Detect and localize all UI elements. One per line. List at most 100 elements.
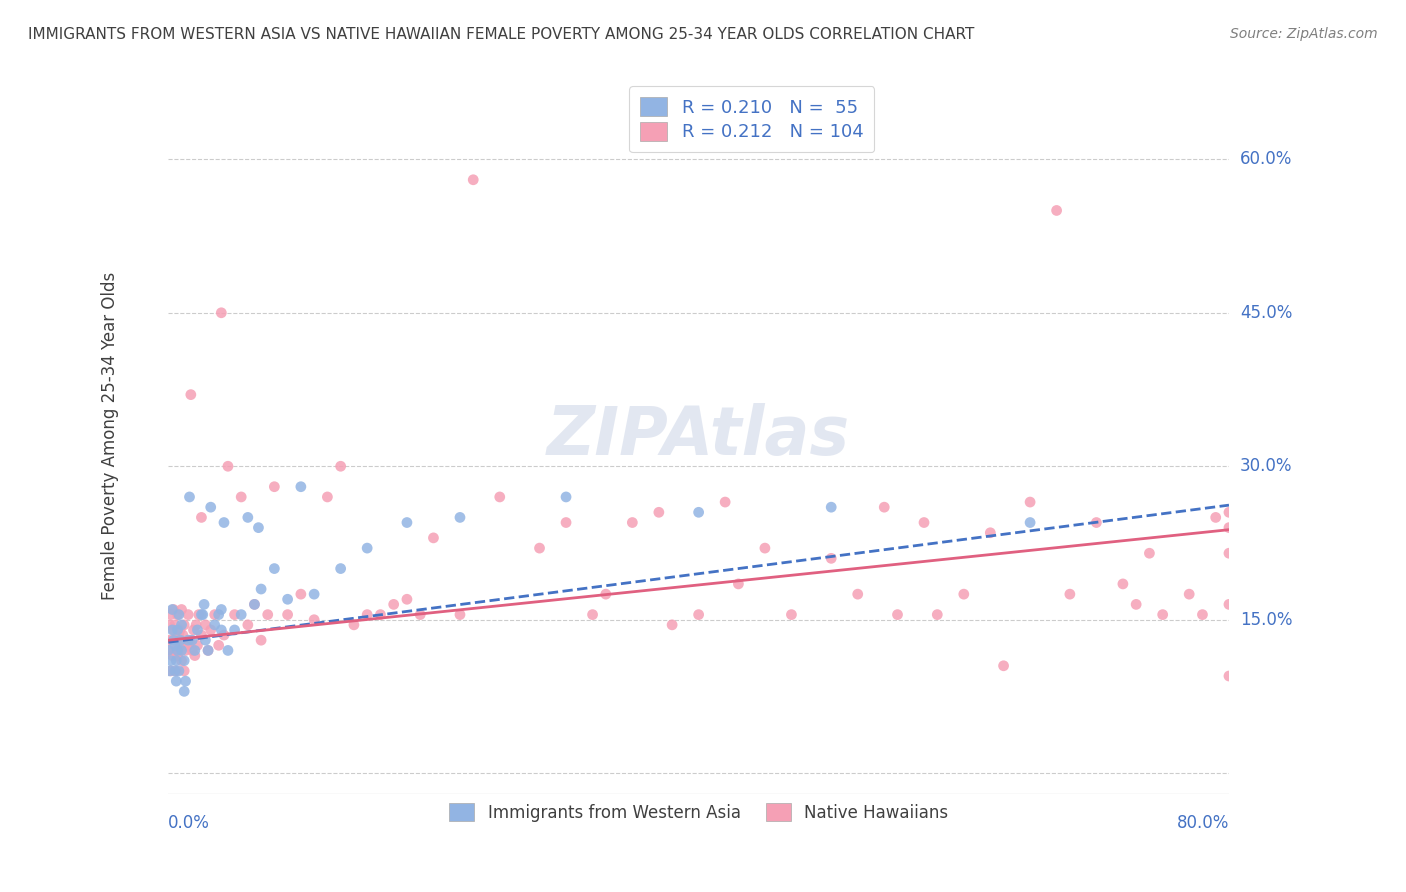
Point xyxy=(162,602,184,616)
Point xyxy=(177,607,200,622)
Point xyxy=(208,638,231,652)
Point xyxy=(243,598,266,612)
Point xyxy=(688,505,710,519)
Point xyxy=(952,587,974,601)
Point xyxy=(193,598,215,612)
Point xyxy=(169,623,191,637)
Point xyxy=(159,643,181,657)
Point xyxy=(217,459,239,474)
Point xyxy=(529,541,551,555)
Text: Female Poverty Among 25-34 Year Olds: Female Poverty Among 25-34 Year Olds xyxy=(101,271,120,599)
Point xyxy=(1019,495,1042,509)
Point xyxy=(1191,607,1213,622)
Point xyxy=(1085,516,1108,530)
Point xyxy=(395,516,418,530)
Text: ZIPAtlas: ZIPAtlas xyxy=(547,402,851,468)
Point xyxy=(204,607,226,622)
Point xyxy=(873,500,896,515)
Point xyxy=(1218,521,1240,535)
Point xyxy=(157,633,180,648)
Point xyxy=(247,521,270,535)
Point xyxy=(190,607,212,622)
Point xyxy=(256,607,278,622)
Point xyxy=(370,607,392,622)
Point xyxy=(209,306,232,320)
Point xyxy=(186,638,208,652)
Point xyxy=(194,618,217,632)
Point xyxy=(212,516,235,530)
Point xyxy=(177,638,200,652)
Point xyxy=(162,648,184,663)
Text: IMMIGRANTS FROM WESTERN ASIA VS NATIVE HAWAIIAN FEMALE POVERTY AMONG 25-34 YEAR : IMMIGRANTS FROM WESTERN ASIA VS NATIVE H… xyxy=(28,27,974,42)
Point xyxy=(170,654,193,668)
Point xyxy=(1019,516,1042,530)
Point xyxy=(449,510,471,524)
Point xyxy=(179,633,201,648)
Point xyxy=(886,607,908,622)
Point xyxy=(661,618,683,632)
Point xyxy=(184,643,207,657)
Point xyxy=(463,173,485,187)
Point xyxy=(231,490,253,504)
Point xyxy=(173,618,195,632)
Point xyxy=(165,654,187,668)
Legend: Immigrants from Western Asia, Native Hawaiians: Immigrants from Western Asia, Native Haw… xyxy=(443,797,955,829)
Point xyxy=(162,623,184,637)
Point xyxy=(329,561,352,575)
Point xyxy=(163,618,186,632)
Point xyxy=(290,587,312,601)
Point xyxy=(263,561,285,575)
Point xyxy=(648,505,671,519)
Point xyxy=(621,516,644,530)
Point xyxy=(409,607,432,622)
Point xyxy=(329,459,352,474)
Point xyxy=(165,674,187,689)
Point xyxy=(356,607,378,622)
Point xyxy=(159,618,181,632)
Point xyxy=(157,643,180,657)
Point xyxy=(780,607,803,622)
Point xyxy=(165,633,187,648)
Point xyxy=(209,602,232,616)
Text: 80.0%: 80.0% xyxy=(1177,814,1229,832)
Point xyxy=(200,500,222,515)
Text: 0.0%: 0.0% xyxy=(169,814,209,832)
Point xyxy=(449,607,471,622)
Point xyxy=(277,607,299,622)
Point xyxy=(180,387,202,401)
Point xyxy=(581,607,603,622)
Point xyxy=(714,495,737,509)
Text: 30.0%: 30.0% xyxy=(1240,458,1292,475)
Point xyxy=(217,643,239,657)
Point xyxy=(165,664,187,678)
Point xyxy=(167,664,190,678)
Point xyxy=(1112,577,1135,591)
Point xyxy=(186,623,208,637)
Point xyxy=(820,551,842,566)
Point xyxy=(162,623,184,637)
Point xyxy=(160,664,183,678)
Point xyxy=(382,598,405,612)
Point xyxy=(163,664,186,678)
Point xyxy=(181,643,204,657)
Point xyxy=(163,643,186,657)
Point xyxy=(356,541,378,555)
Point xyxy=(172,628,194,642)
Text: 60.0%: 60.0% xyxy=(1240,150,1292,169)
Point xyxy=(595,587,617,601)
Point xyxy=(993,658,1015,673)
Point xyxy=(167,628,190,642)
Point xyxy=(236,510,259,524)
Text: Source: ZipAtlas.com: Source: ZipAtlas.com xyxy=(1230,27,1378,41)
Point xyxy=(194,633,217,648)
Point xyxy=(395,592,418,607)
Point xyxy=(1045,203,1067,218)
Point xyxy=(163,638,186,652)
Point xyxy=(166,623,188,637)
Point xyxy=(173,664,195,678)
Point xyxy=(174,643,197,657)
Point xyxy=(263,480,285,494)
Point xyxy=(927,607,949,622)
Point xyxy=(302,613,325,627)
Point xyxy=(250,582,273,596)
